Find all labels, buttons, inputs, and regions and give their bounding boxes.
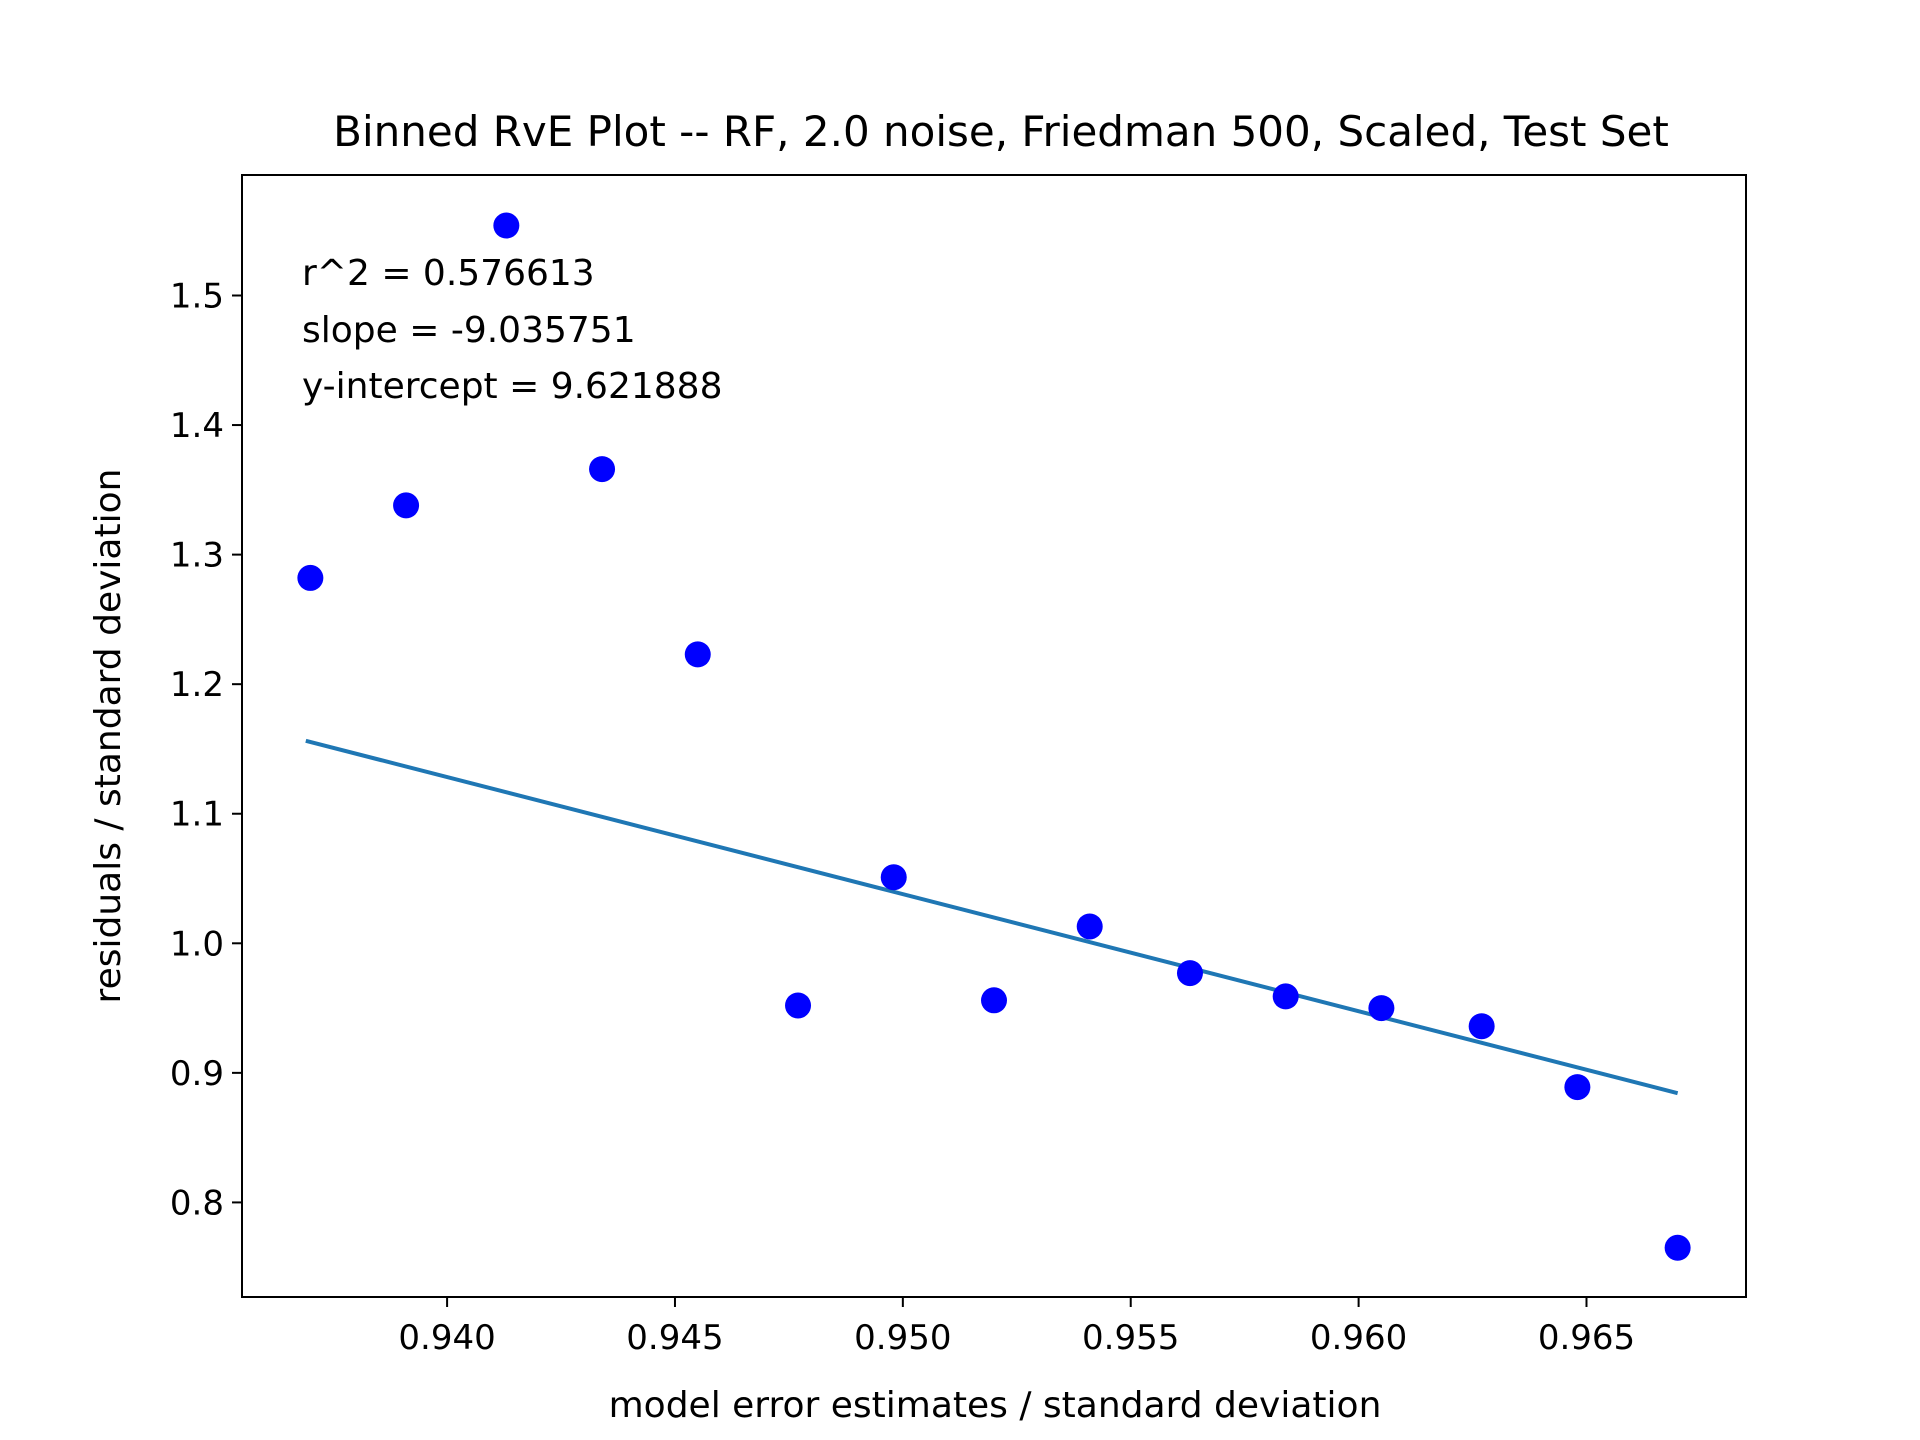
scatter-point (981, 987, 1007, 1014)
y-tick-label: 1.0 (170, 924, 224, 964)
scatter-point (393, 492, 420, 519)
x-tick-label: 0.965 (1538, 1318, 1635, 1358)
scatter-point (1564, 1074, 1591, 1101)
scatter-point (1272, 983, 1299, 1010)
scatter-point (880, 864, 907, 891)
x-tick-label: 0.940 (398, 1318, 495, 1358)
y-tick-label: 1.5 (170, 276, 224, 316)
scatter-point (1176, 960, 1203, 987)
x-axis-label: model error estimates / standard deviati… (609, 1385, 1382, 1426)
scatter-point (785, 992, 812, 1019)
axes-frame (241, 174, 1747, 1298)
y-tick-label: 1.2 (170, 665, 224, 705)
y-tick-label: 0.9 (170, 1054, 224, 1094)
y-axis-label: residuals / standard deviation (88, 469, 129, 1004)
chart-title: Binned RvE Plot -- RF, 2.0 noise, Friedm… (333, 107, 1669, 156)
fit-annotations: r^2 = 0.576613 slope = -9.035751 y-inter… (302, 253, 723, 407)
scatter-point (493, 212, 520, 239)
x-tick-label: 0.960 (1310, 1318, 1407, 1358)
x-tick-label: 0.955 (1082, 1318, 1179, 1358)
scatter-point (1468, 1013, 1495, 1040)
annotation-y-intercept: y-intercept = 9.621888 (302, 366, 723, 407)
x-tick-label: 0.945 (626, 1318, 723, 1358)
y-tick-label: 1.1 (170, 795, 224, 835)
scatter-point (589, 456, 616, 483)
scatter-point (684, 641, 711, 668)
scatter-point (1368, 995, 1395, 1022)
y-tick-label: 1.4 (170, 406, 224, 446)
y-tick-label: 0.8 (170, 1183, 224, 1223)
annotation-slope: slope = -9.035751 (302, 310, 636, 351)
scatter-point (297, 564, 324, 591)
scatter-point (1664, 1234, 1691, 1261)
regression-line (305, 738, 1679, 1096)
annotation-r-squared: r^2 = 0.576613 (302, 253, 595, 294)
plot-area: 0.940 0.945 0.950 0.955 0.960 0.965 0.8 0.9 1.0 1… (170, 174, 1747, 1358)
y-tick-label: 1.3 (170, 536, 224, 576)
x-tick-label: 0.950 (854, 1318, 951, 1358)
scatter-point (1076, 913, 1103, 940)
